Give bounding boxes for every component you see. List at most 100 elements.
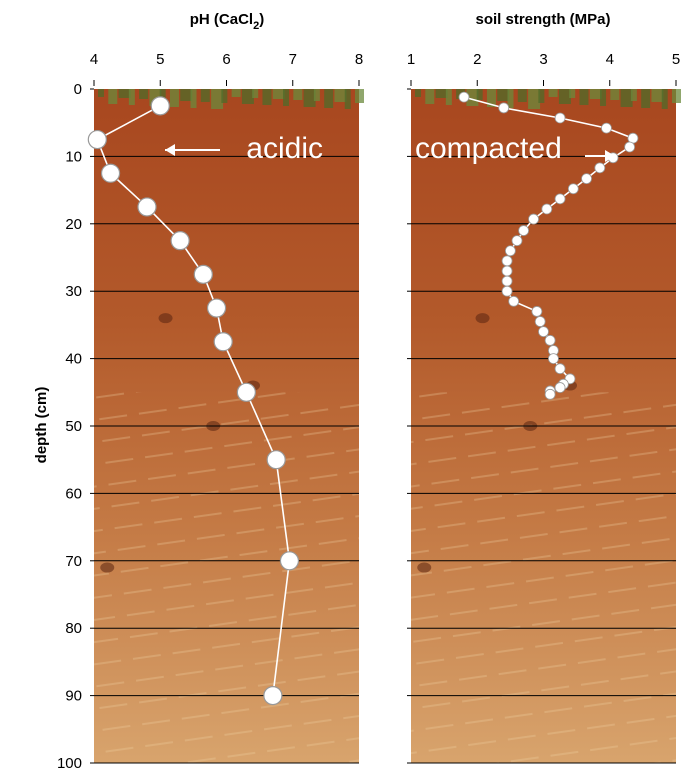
y-tick-label-40: 40	[65, 351, 82, 368]
grass-tuft	[221, 89, 228, 103]
data-point-32	[544, 388, 556, 400]
soil-strength-panel-title: soil strength (MPa)	[475, 11, 610, 28]
soil-strength-panel: soil strength (MPa) 1 2 3 4 5 compacted	[407, 11, 681, 764]
y-tick-label-70: 70	[65, 553, 82, 570]
grass-tuft	[293, 89, 303, 100]
grass-tuft	[324, 89, 334, 108]
y-tick-labels: 0 10 20 30 40 50 60 70 80 90 100	[57, 81, 82, 772]
y-tick-label-60: 60	[65, 485, 82, 502]
grass-tuft	[98, 89, 104, 97]
data-point-8	[236, 382, 256, 402]
data-point-0	[150, 96, 170, 116]
annotation-label: acidic	[246, 132, 323, 165]
data-point-14	[511, 235, 523, 247]
y-axis-label: depth (cm)	[33, 387, 50, 464]
x-tick-label-5: 5	[672, 51, 680, 68]
data-point-9	[567, 183, 579, 195]
data-point-16	[501, 255, 513, 267]
grass-tuft	[283, 89, 290, 106]
grass-tuft	[569, 89, 576, 98]
data-point-10	[554, 193, 566, 205]
data-point-26	[548, 353, 559, 365]
annotation-arrowhead	[605, 150, 615, 162]
grass-tuft	[600, 89, 607, 106]
soil-clod	[100, 562, 115, 573]
data-point-7	[213, 332, 233, 352]
data-point-3	[601, 122, 612, 134]
grass-tuft	[313, 89, 320, 101]
data-point-5	[193, 264, 213, 284]
data-point-17	[501, 265, 513, 277]
soil-clod	[417, 562, 432, 573]
data-point-23	[538, 326, 549, 338]
data-point-1	[87, 129, 107, 150]
grass-tuft	[672, 89, 681, 103]
grass-tuft	[344, 89, 351, 109]
grass-tuft	[241, 89, 254, 104]
ph-panel: pH (CaCl2) 4 5 6 7 8 acidic	[87, 11, 364, 764]
grass-tuft	[466, 89, 479, 106]
grass-tuft	[231, 89, 241, 97]
grass-tuft	[435, 89, 448, 98]
soil-strata-texture	[411, 392, 676, 763]
soil-clod	[475, 313, 490, 324]
grass-tuft	[630, 89, 637, 101]
grass-tuft	[507, 89, 514, 108]
grass-tuft	[252, 89, 259, 98]
grass-tuft	[118, 89, 131, 98]
grass-tuft	[355, 89, 364, 103]
data-point-21	[531, 306, 543, 317]
x-tick-label-5: 5	[156, 51, 164, 68]
annotation-label: compacted	[415, 132, 562, 165]
y-tick-label-100: 100	[57, 755, 82, 772]
data-point-6	[206, 298, 227, 318]
grass-surface	[98, 89, 364, 109]
soil-strata-texture	[94, 392, 359, 763]
grass-tuft	[579, 89, 589, 105]
grass-tuft	[476, 89, 483, 100]
grass-tuft	[108, 89, 118, 104]
grass-tuft	[538, 89, 545, 103]
grass-tuft	[139, 89, 149, 99]
grass-tuft	[180, 89, 193, 101]
x-tick-label-4: 4	[606, 51, 614, 68]
grass-tuft	[610, 89, 620, 100]
grass-tuft	[262, 89, 272, 105]
data-point-3	[137, 197, 157, 217]
data-point-27	[554, 363, 566, 375]
x-tick-label-2: 2	[473, 51, 481, 68]
data-point-1	[498, 102, 510, 114]
grass-tuft	[497, 89, 510, 101]
grass-tuft	[558, 89, 571, 104]
grass-tuft	[548, 89, 558, 97]
grass-tuft	[641, 89, 651, 108]
grass-tuft	[190, 89, 197, 108]
grass-tuft	[517, 89, 527, 102]
data-point-11	[541, 203, 553, 215]
grass-tuft	[445, 89, 452, 105]
grass-tuft	[169, 89, 179, 107]
grass-tuft	[415, 89, 421, 97]
data-point-20	[508, 295, 520, 307]
grass-tuft	[651, 89, 664, 102]
x-tick-label-1: 1	[407, 51, 415, 68]
grass-tuft	[272, 89, 285, 99]
data-point-11	[263, 685, 283, 706]
grass-tuft	[528, 89, 541, 109]
data-point-9	[266, 450, 286, 470]
data-point-2	[100, 163, 121, 183]
x-tick-label-4: 4	[90, 51, 98, 68]
data-point-0	[458, 91, 470, 103]
grass-tuft	[159, 89, 166, 100]
x-tick-label-7: 7	[289, 51, 297, 68]
ph-panel-title: pH (CaCl2)	[190, 11, 264, 32]
data-point-10	[279, 551, 300, 571]
grass-tuft	[200, 89, 210, 102]
y-tick-label-20: 20	[65, 216, 82, 233]
grass-tuft	[211, 89, 224, 109]
grass-tuft	[425, 89, 435, 104]
annotation-arrowhead	[165, 144, 175, 156]
data-point-4	[170, 231, 190, 251]
data-point-7	[594, 162, 606, 174]
grass-tuft	[661, 89, 668, 109]
